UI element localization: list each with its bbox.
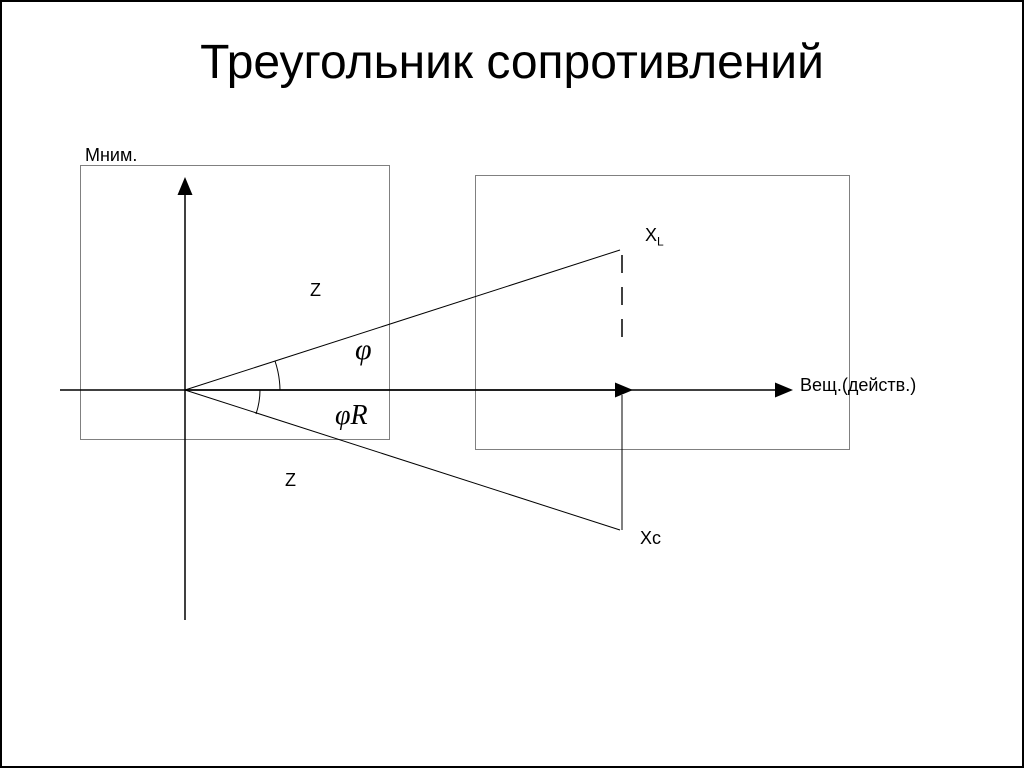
z-upper-label: Z xyxy=(310,280,321,301)
phi-label: φ xyxy=(355,333,372,367)
xc-label: Xc xyxy=(640,528,661,549)
imaginary-axis-label: Мним. xyxy=(85,145,137,166)
xl-text: X xyxy=(645,225,657,245)
panel-right xyxy=(475,175,850,450)
page-title: Треугольник сопротивлений xyxy=(0,35,1024,90)
panel-left xyxy=(80,165,390,440)
phi-r-label: φR xyxy=(335,400,368,432)
xl-sub: L xyxy=(657,235,664,249)
real-axis-label: Вещ.(действ.) xyxy=(800,375,916,396)
z-lower-label: Z xyxy=(285,470,296,491)
xl-label: XL xyxy=(645,225,664,249)
